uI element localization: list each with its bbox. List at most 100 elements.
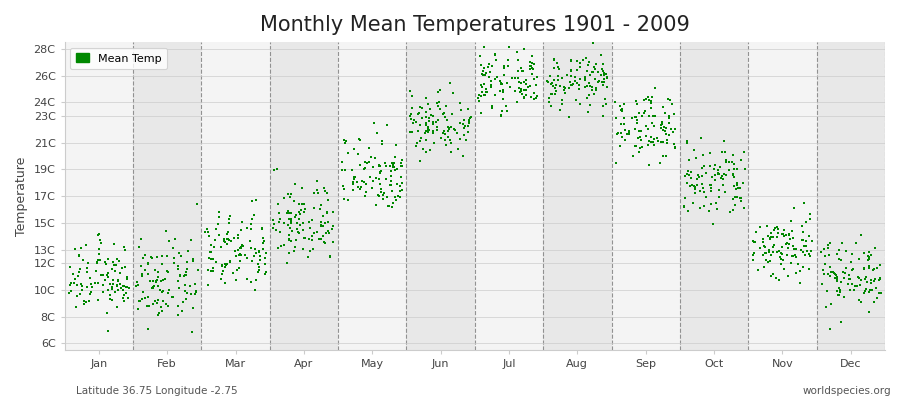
Point (152, 310, 166, 316)
Point (851, 297, 866, 303)
Point (418, 130, 432, 136)
Point (110, 282, 124, 289)
Point (648, 84, 662, 91)
Point (111, 278, 125, 284)
Point (868, 276, 882, 283)
Point (176, 273, 191, 279)
Point (872, 275, 886, 282)
Point (363, 174, 377, 180)
Point (105, 259, 120, 266)
Point (373, 181, 387, 187)
Point (618, 127, 633, 134)
Point (257, 238, 272, 244)
Point (412, 122, 427, 128)
Point (148, 267, 162, 274)
Point (201, 267, 215, 274)
Point (659, 125, 673, 132)
Point (356, 177, 370, 184)
Point (374, 189, 388, 195)
Point (247, 253, 261, 259)
Point (716, 176, 730, 182)
Point (637, 108, 652, 114)
Point (722, 158, 736, 165)
Point (461, 122, 475, 129)
Point (598, 96, 612, 102)
Point (97, 277, 112, 283)
Point (779, 252, 794, 258)
Point (220, 240, 235, 247)
Point (641, 93, 655, 100)
Point (564, 68, 579, 74)
Point (319, 230, 333, 236)
Point (545, 82, 560, 89)
Point (369, 175, 383, 181)
Point (696, 152, 710, 158)
Point (436, 111, 450, 117)
Point (654, 122, 669, 128)
Point (480, 89, 494, 96)
Point (68, 304, 83, 310)
Point (627, 143, 642, 149)
Point (94, 236, 108, 243)
Point (316, 233, 330, 240)
Point (320, 209, 334, 215)
Point (282, 236, 296, 243)
Point (362, 159, 376, 166)
Point (793, 280, 807, 287)
Point (789, 246, 804, 252)
Point (250, 261, 265, 268)
Point (763, 235, 778, 241)
Title: Monthly Mean Temperatures 1901 - 2009: Monthly Mean Temperatures 1901 - 2009 (260, 15, 689, 35)
Point (389, 197, 403, 204)
Point (146, 285, 160, 291)
Point (687, 147, 701, 154)
Point (599, 75, 614, 82)
Point (101, 256, 115, 262)
Point (488, 76, 502, 83)
Point (232, 265, 247, 272)
Point (614, 107, 628, 113)
Point (184, 291, 198, 297)
Point (276, 220, 291, 226)
Point (410, 128, 425, 134)
Point (529, 93, 544, 100)
Point (686, 200, 700, 206)
Point (716, 173, 730, 180)
Point (272, 210, 286, 216)
Point (234, 244, 248, 250)
Point (613, 107, 627, 114)
Point (627, 114, 642, 120)
Point (323, 254, 338, 260)
Point (218, 280, 232, 286)
Point (233, 258, 248, 264)
Point (648, 113, 662, 119)
Point (187, 281, 202, 287)
Point (818, 252, 832, 259)
Point (656, 153, 670, 159)
Point (836, 269, 850, 275)
Point (643, 113, 657, 119)
Point (824, 240, 838, 246)
Point (73, 266, 87, 272)
Point (418, 121, 433, 127)
Point (287, 181, 302, 188)
Point (135, 295, 149, 302)
Point (293, 210, 308, 217)
Point (204, 242, 219, 248)
Point (206, 265, 220, 271)
Point (283, 216, 297, 222)
Point (768, 225, 782, 232)
Point (378, 160, 392, 166)
Point (730, 194, 744, 200)
Point (287, 244, 302, 250)
Point (82, 298, 96, 304)
Point (318, 188, 332, 194)
Point (346, 146, 361, 152)
Point (620, 131, 634, 137)
Point (406, 120, 420, 127)
Point (518, 92, 533, 98)
Point (659, 153, 673, 159)
Point (758, 244, 772, 250)
Point (523, 94, 537, 100)
Point (690, 182, 705, 188)
